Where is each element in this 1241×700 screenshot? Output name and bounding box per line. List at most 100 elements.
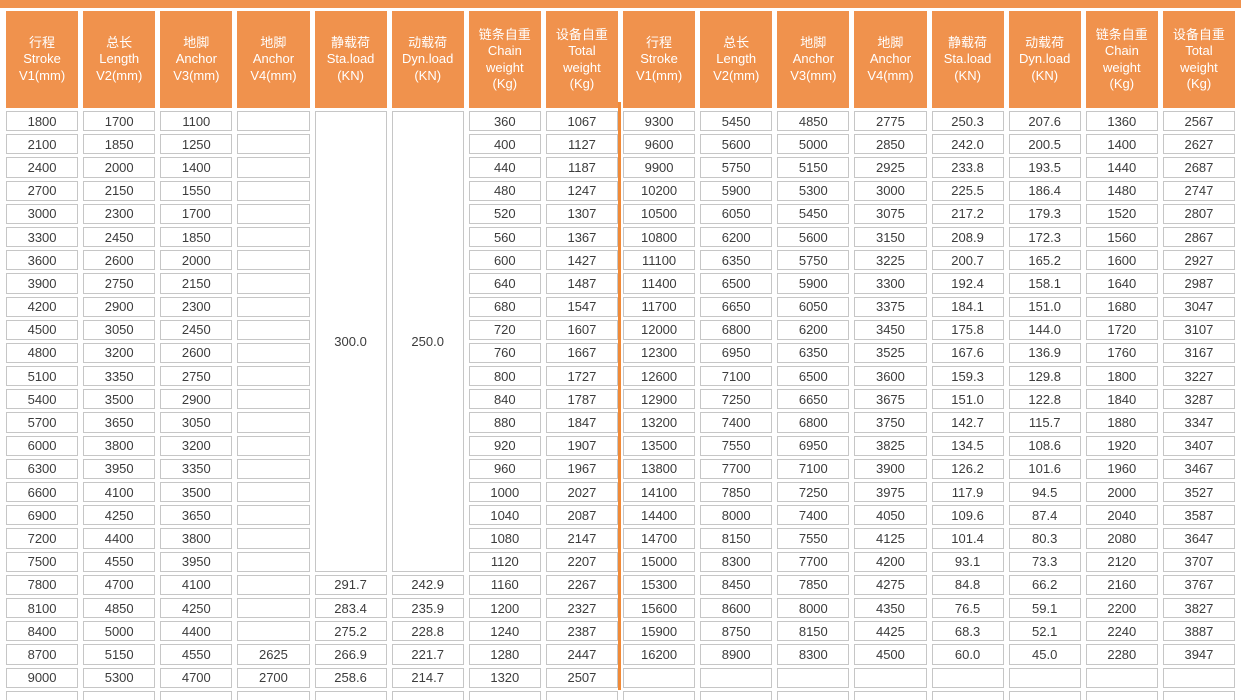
table-cell: 12300 — [623, 342, 696, 364]
table-body: 1800 1700 1100 300.0 250.0 360 1067 9300 5450 485… — [6, 111, 1235, 700]
table-row: 8100 4850 4250 283.4 235.9 1200 2327 15600 8600 8… — [6, 597, 1235, 619]
table-cell: 3150 — [854, 226, 927, 248]
table-cell: 5600 — [700, 134, 773, 155]
column-header-line: Dyn.load — [402, 51, 454, 67]
table-cell: 1727 — [545, 366, 618, 387]
table-cell: 2687 — [1162, 157, 1235, 178]
table-cell: 3450 — [854, 319, 927, 340]
table-cell: 2147 — [545, 528, 618, 549]
column-header-line: (KN) — [1031, 67, 1059, 83]
table-cell: 4550 — [83, 551, 156, 572]
table-cell: 7550 — [777, 528, 850, 549]
table-cell: 2867 — [1162, 226, 1235, 248]
table-cell: 1040 — [468, 505, 541, 526]
table-cell: 15000 — [623, 551, 696, 572]
table-cell: 126.2 — [931, 458, 1004, 479]
column-header-line: Chain — [1104, 43, 1139, 59]
table-cell: 87.4 — [1008, 505, 1081, 526]
table-cell: 400 — [468, 134, 541, 155]
table-cell: 1920 — [1085, 435, 1158, 456]
table-cell: 1547 — [545, 296, 618, 317]
table-cell: 136.9 — [1008, 342, 1081, 364]
table-cell: 3707 — [1162, 551, 1235, 572]
table-cell: 3227 — [1162, 366, 1235, 387]
table-cell: 2775 — [854, 111, 927, 132]
table-cell: 7550 — [700, 435, 773, 456]
table-cell: 2600 — [160, 342, 233, 364]
table-cell — [6, 690, 79, 700]
table-cell: 3800 — [83, 435, 156, 456]
table-cell: 3600 — [854, 366, 927, 387]
table-row: 2700 2150 1550 480 1247 10200 5900 5300 3000 225.… — [6, 180, 1235, 201]
table-cell: 1840 — [1085, 389, 1158, 410]
column-header-line: 总长 — [723, 35, 750, 51]
table-cell: 960 — [468, 458, 541, 479]
column-header-line: 行程 — [646, 35, 673, 51]
table-cell: 142.7 — [931, 412, 1004, 433]
table-cell: 186.4 — [1008, 180, 1081, 201]
table-cell: 5150 — [83, 644, 156, 665]
table-cell: 2507 — [545, 667, 618, 688]
table-cell: 6900 — [6, 505, 79, 526]
table-cell: 14700 — [623, 528, 696, 549]
table-cell: 3300 — [6, 226, 79, 248]
table-row: 6000 3800 3200 920 1907 13500 7550 6950 3825 134.… — [6, 435, 1235, 456]
table-cell: 7250 — [777, 482, 850, 503]
table-cell: 1487 — [545, 273, 618, 294]
table-cell: 4850 — [777, 111, 850, 132]
table-cell: 1200 — [468, 597, 541, 619]
column-header-line: 地脚 — [260, 35, 287, 51]
table-cell — [1008, 667, 1081, 688]
table-cell: 207.6 — [1008, 111, 1081, 132]
table-cell: 12000 — [623, 319, 696, 340]
table-cell: 1560 — [1085, 226, 1158, 248]
table-cell: 1427 — [545, 250, 618, 271]
table-cell: 1000 — [468, 482, 541, 503]
table-cell: 179.3 — [1008, 203, 1081, 224]
table-cell: 7850 — [700, 482, 773, 503]
table-cell: 720 — [468, 319, 541, 340]
table-cell: 520 — [468, 203, 541, 224]
table-cell: 1280 — [468, 644, 541, 665]
table-cell: 1607 — [545, 319, 618, 340]
column-header-line: 动载荷 — [1025, 35, 1065, 51]
table-cell: 3225 — [854, 250, 927, 271]
table-row: 3000 2300 1700 520 1307 10500 6050 5450 3075 217.… — [6, 203, 1235, 224]
table-cell: 3825 — [854, 435, 927, 456]
table-cell — [237, 482, 310, 503]
table-cell: 5900 — [777, 273, 850, 294]
table-cell: 7700 — [777, 551, 850, 572]
table-cell: 6500 — [700, 273, 773, 294]
table-cell: 12900 — [623, 389, 696, 410]
column-header-line: weight — [1180, 59, 1218, 75]
table-cell: 2027 — [545, 482, 618, 503]
table-cell: 3300 — [854, 273, 927, 294]
table-cell: 6200 — [777, 319, 850, 340]
table-cell: 3887 — [1162, 621, 1235, 642]
table-cell: 2120 — [1085, 551, 1158, 572]
table-cell: 94.5 — [1008, 482, 1081, 503]
table-cell — [160, 690, 233, 700]
table-cell: 3347 — [1162, 412, 1235, 433]
table-cell: 275.2 — [314, 621, 387, 642]
table-header: 行程 Stroke V1(mm) 总长 Length V2(mm) 地脚 Anchor V3(m… — [6, 11, 1235, 108]
table-cell: 2450 — [83, 226, 156, 248]
table-cell: 8400 — [6, 621, 79, 642]
table-cell — [1085, 667, 1158, 688]
table-cell: 3000 — [6, 203, 79, 224]
table-cell: 1667 — [545, 342, 618, 364]
table-cell: 680 — [468, 296, 541, 317]
column-header: 地脚 Anchor V4(mm) — [854, 11, 927, 108]
table-cell: 175.8 — [931, 319, 1004, 340]
table-cell: 5400 — [6, 389, 79, 410]
table-cell — [237, 342, 310, 364]
column-header-line: 设备自重 — [1172, 27, 1225, 42]
table-cell: 1127 — [545, 134, 618, 155]
column-header-line: Sta.load — [326, 51, 375, 67]
table-cell: 15600 — [623, 597, 696, 619]
table-row: 5100 3350 2750 800 1727 12600 7100 6500 3600 159.… — [6, 366, 1235, 387]
table-cell: 13200 — [623, 412, 696, 433]
column-header-line: 行程 — [29, 35, 56, 51]
table-cell — [1162, 667, 1235, 688]
table-cell: 258.6 — [314, 667, 387, 688]
